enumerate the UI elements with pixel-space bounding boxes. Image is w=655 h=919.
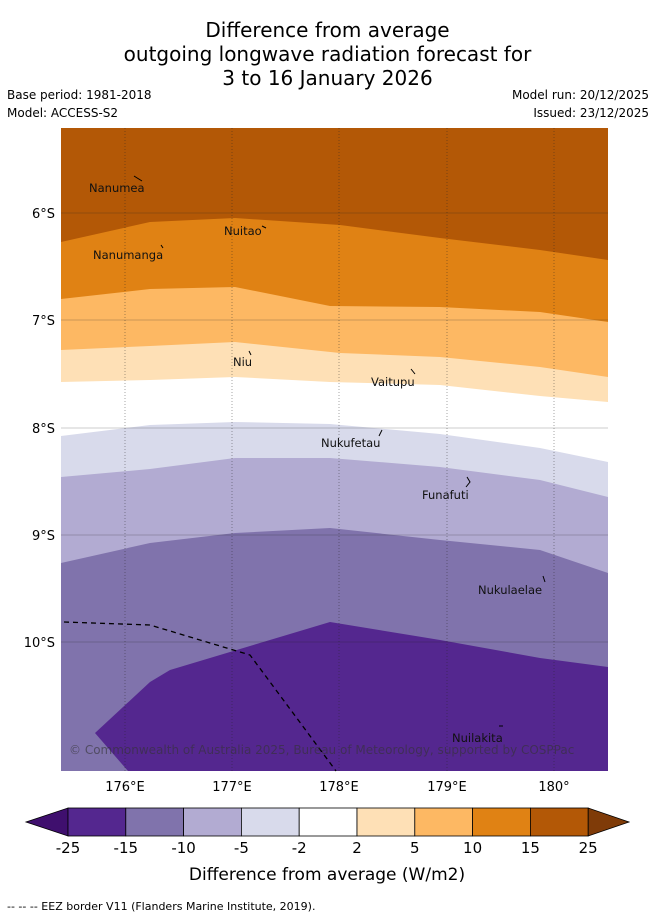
issued-date: Issued: 23/12/2025 bbox=[533, 106, 649, 120]
island-funafuti bbox=[465, 476, 471, 488]
eez-border bbox=[63, 621, 337, 772]
island-nanumanga bbox=[160, 244, 164, 249]
lon-label: 180° bbox=[538, 780, 569, 795]
place-label: Vaitupu bbox=[371, 375, 415, 389]
colorbar-tick-label: -5 bbox=[234, 839, 249, 857]
islands bbox=[133, 175, 546, 727]
colorbar-segment bbox=[125, 807, 185, 837]
place-label: Nukufetau bbox=[321, 436, 380, 450]
colorbar-segment bbox=[356, 807, 416, 837]
base-period: Base period: 1981-2018 bbox=[7, 88, 152, 102]
model-run: Model run: 20/12/2025 bbox=[511, 88, 649, 102]
lat-label: 10°S bbox=[24, 636, 55, 651]
title-line-1: Difference from average bbox=[205, 18, 450, 42]
place-label: Nuitao bbox=[224, 224, 262, 238]
place-label: Nuilakita bbox=[452, 731, 503, 745]
island-niu bbox=[248, 350, 252, 356]
island-nanumea bbox=[133, 175, 143, 182]
model-name: Model: ACCESS-S2 bbox=[7, 106, 119, 120]
lat-label: 7°S bbox=[32, 314, 55, 329]
title-line-2: outgoing longwave radiation forecast for bbox=[123, 42, 532, 66]
colorbar-segment bbox=[67, 807, 127, 837]
lon-label: 177°E bbox=[212, 780, 252, 795]
colorbar-tick-label: 25 bbox=[579, 839, 598, 857]
colorbar-segment bbox=[298, 807, 358, 837]
colorbar-tick-label: -25 bbox=[56, 839, 81, 857]
colorbar-tick-label: -10 bbox=[171, 839, 196, 857]
colorbar-segment bbox=[183, 807, 242, 837]
band-minus25-minus15 bbox=[95, 622, 608, 771]
place-label: Niu bbox=[233, 355, 252, 369]
colorbar-tick-label: -2 bbox=[292, 839, 307, 857]
colorbar-tick-label: 15 bbox=[521, 839, 540, 857]
contour-fill bbox=[61, 128, 608, 771]
place-label: Funafuti bbox=[422, 488, 469, 502]
colorbar-segment bbox=[414, 807, 473, 837]
colorbar: -25 -15 -10 -5 -2 2 5 10 15 25 bbox=[24, 807, 631, 857]
lon-label: 178°E bbox=[319, 780, 359, 795]
colorbar-extend-low bbox=[24, 807, 69, 837]
lat-label: 8°S bbox=[32, 422, 55, 437]
colorbar-segment bbox=[530, 807, 589, 837]
island-nuitao bbox=[261, 225, 267, 229]
island-vaitupu bbox=[410, 368, 416, 375]
colorbar-segment bbox=[240, 807, 300, 837]
place-label: Nanumanga bbox=[93, 248, 163, 262]
lon-label: 179°E bbox=[427, 780, 467, 795]
island-nukufetau bbox=[378, 429, 383, 437]
colorbar-extend-high bbox=[587, 807, 631, 837]
island-nukulaelae bbox=[542, 575, 546, 583]
lon-label: 176°E bbox=[105, 780, 145, 795]
meridians bbox=[124, 128, 555, 771]
colorbar-segment bbox=[472, 807, 531, 837]
colorbar-tick-label: -15 bbox=[114, 839, 139, 857]
copyright-text: © Commonwealth of Australia 2025, Bureau… bbox=[69, 743, 574, 757]
gridlines bbox=[61, 212, 608, 643]
lat-label: 6°S bbox=[32, 207, 55, 222]
eez-legend-note: -- -- -- EEZ border V11 (Flanders Marine… bbox=[7, 900, 316, 913]
colorbar-label: Difference from average (W/m2) bbox=[189, 865, 465, 885]
colorbar-tick-label: 10 bbox=[463, 839, 482, 857]
lat-label: 9°S bbox=[32, 529, 55, 544]
colorbar-tick-label: 2 bbox=[352, 839, 362, 857]
colorbar-tick-label: 5 bbox=[410, 839, 420, 857]
title-line-3: 3 to 16 January 2026 bbox=[222, 66, 433, 90]
place-label: Nanumea bbox=[89, 181, 145, 195]
place-label: Nukulaelae bbox=[478, 583, 542, 597]
